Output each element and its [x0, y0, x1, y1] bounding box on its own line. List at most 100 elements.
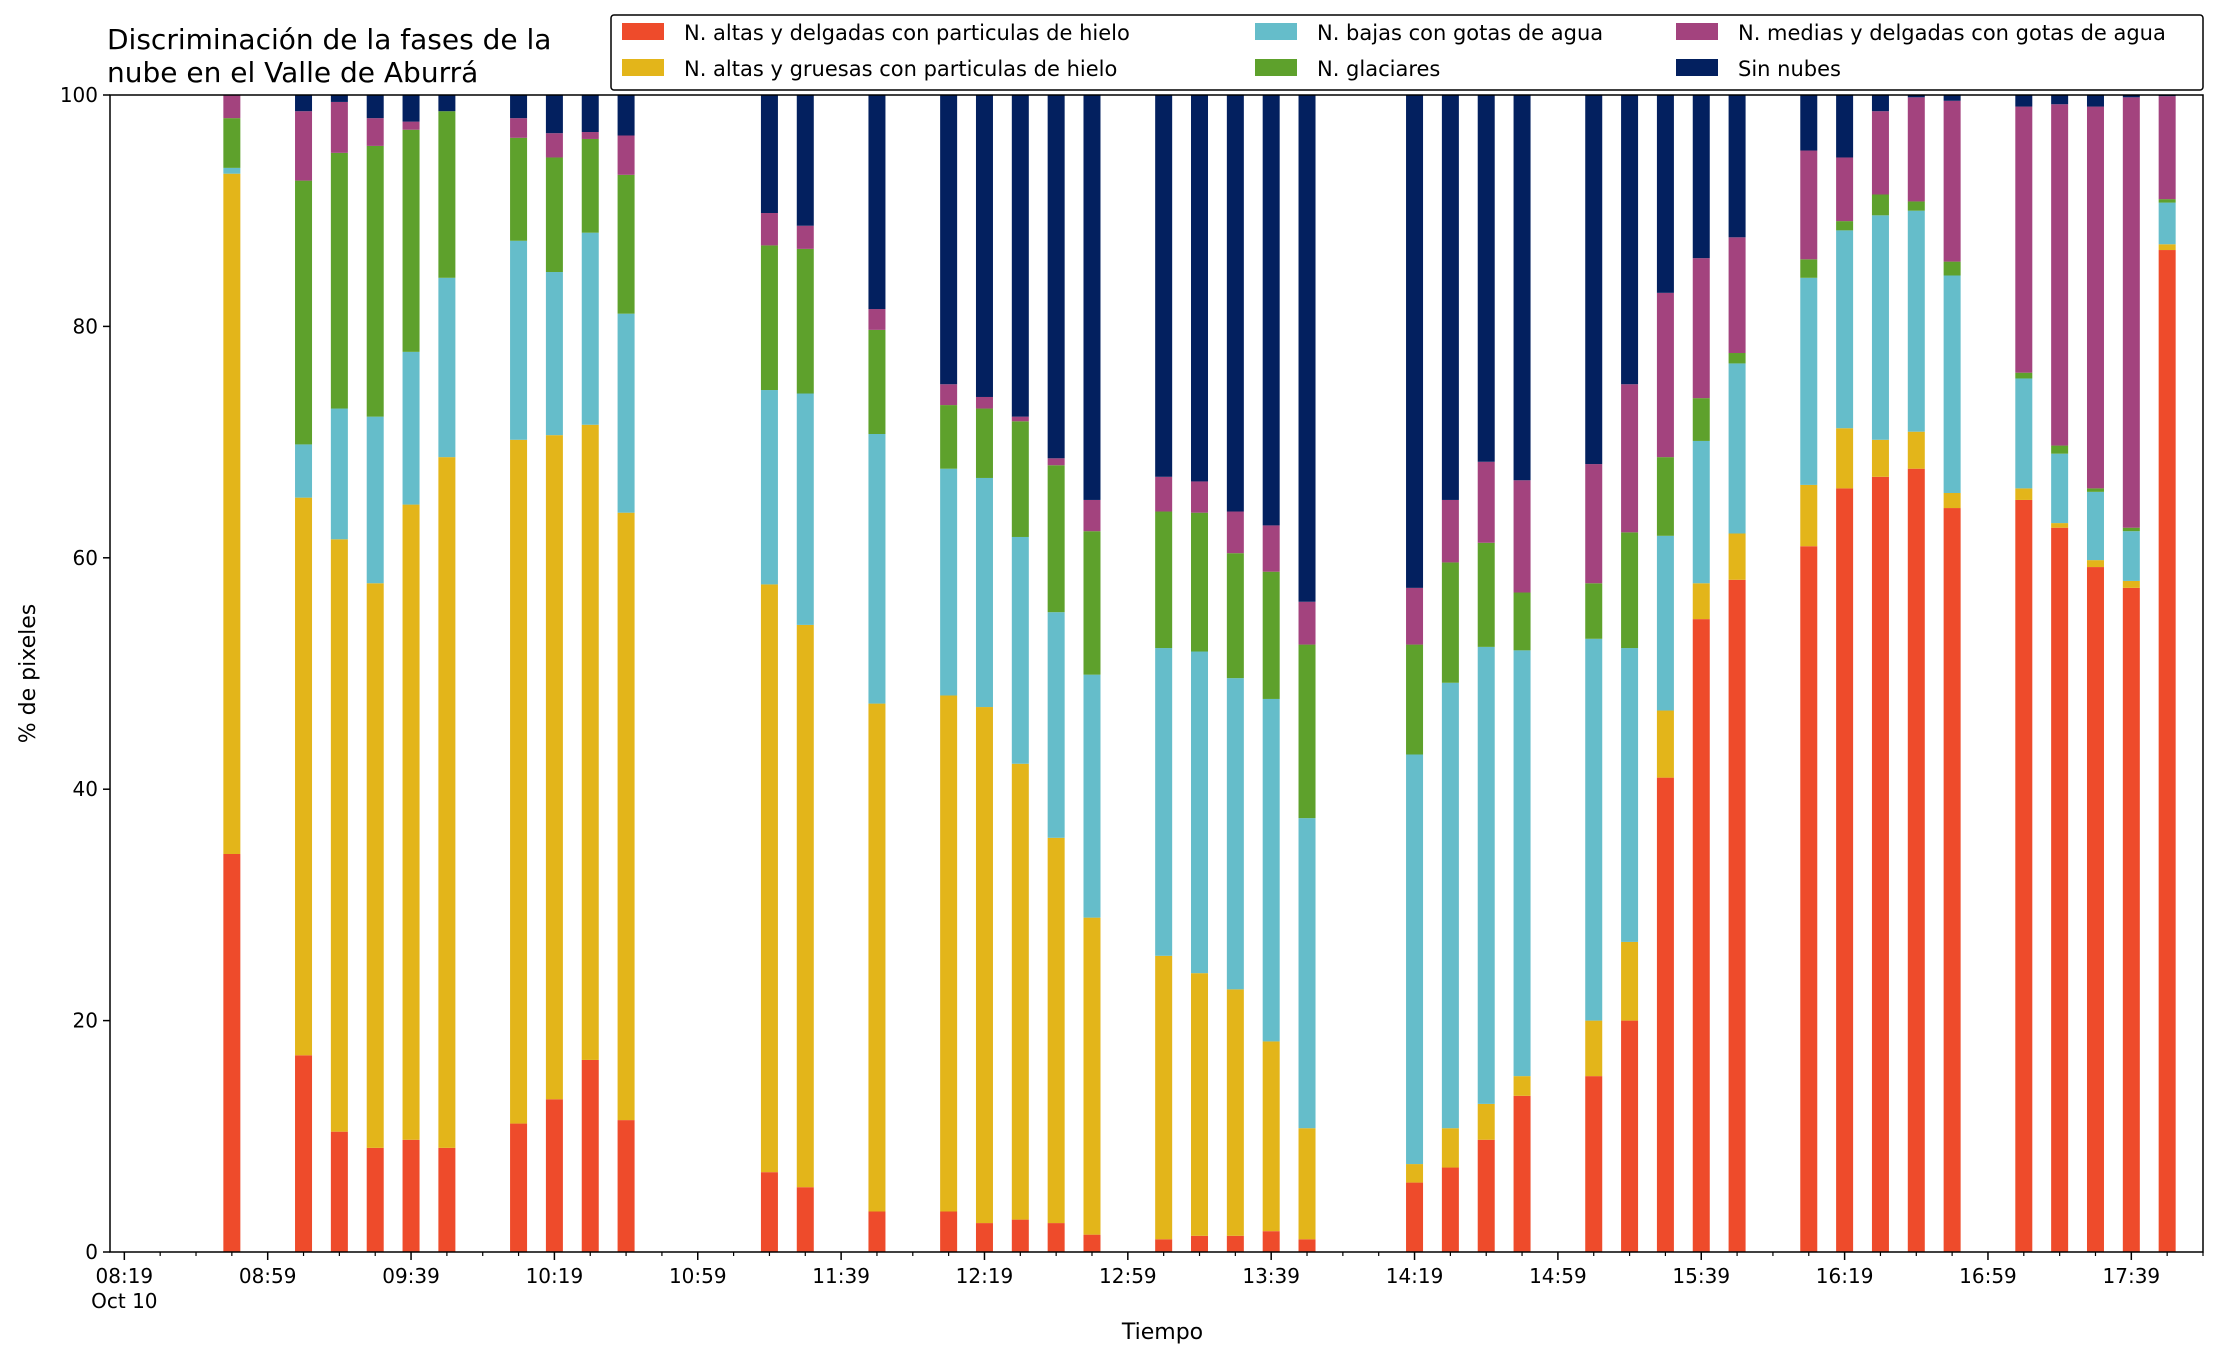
- bar-segment-2-27: [1585, 638, 1603, 1021]
- bar-segment-4-13: [940, 384, 958, 406]
- bar-segment-2-14: [975, 477, 993, 708]
- bar-segment-2-32: [1800, 277, 1818, 485]
- legend-swatch: [1676, 23, 1718, 40]
- bar-segment-3-22: [1298, 644, 1316, 819]
- bar-segment-5-25: [1477, 95, 1495, 462]
- bar-segment-3-30: [1692, 398, 1710, 441]
- bar-segment-0-14: [975, 1223, 993, 1252]
- x-tick-label: 17:39: [2103, 1264, 2161, 1288]
- bar-segment-4-40: [2122, 97, 2140, 528]
- bar-segment-3-5: [438, 111, 456, 278]
- bar-segment-3-19: [1191, 512, 1209, 652]
- bar-segment-2-11: [796, 393, 814, 625]
- bar-segment-1-15: [1011, 763, 1029, 1220]
- bar-segment-5-11: [796, 95, 814, 226]
- bar-segment-4-33: [1836, 157, 1854, 222]
- bar-segment-3-8: [581, 138, 599, 233]
- bar-segment-4-37: [2015, 106, 2033, 373]
- legend-box: [610, 14, 2204, 91]
- x-tick-label: 10:19: [526, 1264, 584, 1288]
- bar-segment-1-36: [1943, 493, 1961, 509]
- bar-segment-4-15: [1011, 416, 1029, 422]
- bar-segment-0-6: [510, 1123, 528, 1252]
- bar-segment-5-38: [2051, 95, 2069, 105]
- bar-segment-0-7: [545, 1099, 563, 1252]
- x-tick-label: 12:19: [956, 1264, 1014, 1288]
- bar-segment-5-24: [1441, 95, 1459, 500]
- bar-segment-4-26: [1513, 480, 1531, 593]
- bar-segment-2-4: [402, 351, 420, 505]
- y-tick-label: 0: [85, 1240, 98, 1264]
- bar-segment-5-3: [366, 95, 384, 119]
- bar-segment-3-27: [1585, 583, 1603, 639]
- bar-segment-2-16: [1047, 612, 1065, 838]
- bar-segment-0-29: [1656, 777, 1674, 1252]
- bar-segment-1-28: [1621, 941, 1639, 1021]
- bar-segment-5-21: [1262, 95, 1280, 526]
- bar-segment-4-3: [366, 118, 384, 146]
- bar-segment-1-34: [1871, 439, 1889, 477]
- bar-segment-2-29: [1656, 535, 1674, 711]
- bar-segment-5-5: [438, 95, 456, 112]
- bar-segment-1-6: [510, 439, 528, 1124]
- bar-segment-5-30: [1692, 95, 1710, 259]
- bar-segment-4-25: [1477, 461, 1495, 543]
- bar-segment-5-35: [1907, 95, 1925, 98]
- legend-swatch: [1676, 59, 1718, 76]
- bar-segment-0-25: [1477, 1139, 1495, 1252]
- bar-segment-4-0: [223, 95, 241, 119]
- y-tick-label: 40: [73, 777, 98, 801]
- bar-segment-5-12: [868, 95, 886, 310]
- bar-segment-3-12: [868, 329, 886, 435]
- bar-segment-0-9: [617, 1120, 635, 1252]
- bar-segment-0-3: [366, 1147, 384, 1252]
- bar-segment-0-17: [1083, 1234, 1101, 1252]
- bar-segment-3-24: [1441, 562, 1459, 683]
- bar-segment-0-0: [223, 853, 241, 1252]
- bar-segment-3-28: [1621, 532, 1639, 649]
- bar-segment-2-22: [1298, 818, 1316, 1129]
- bar-segment-3-15: [1011, 421, 1029, 537]
- bar-segment-1-26: [1513, 1076, 1531, 1096]
- bar-segment-0-2: [330, 1131, 348, 1252]
- bar-segment-4-11: [796, 225, 814, 249]
- bar-segment-4-35: [1907, 97, 1925, 202]
- bar-segment-1-37: [2015, 488, 2033, 500]
- bar-segment-2-36: [1943, 275, 1961, 494]
- x-tick-sublabel: Oct 10: [91, 1289, 157, 1313]
- bar-segment-2-34: [1871, 215, 1889, 440]
- bar-segment-2-19: [1191, 651, 1209, 974]
- x-tick-label: 09:39: [382, 1264, 440, 1288]
- y-axis-label: % de pixeles: [16, 604, 41, 743]
- bar-segment-0-19: [1191, 1235, 1209, 1252]
- bar-segment-4-19: [1191, 481, 1209, 513]
- bar-segment-0-26: [1513, 1095, 1531, 1252]
- bar-segment-1-4: [402, 504, 420, 1140]
- bar-segment-4-28: [1621, 384, 1639, 533]
- bar-segment-0-30: [1692, 619, 1710, 1252]
- bar-segment-2-26: [1513, 650, 1531, 1077]
- bar-segment-4-27: [1585, 464, 1603, 584]
- bar-segment-2-25: [1477, 646, 1495, 1104]
- bar-segment-1-22: [1298, 1128, 1316, 1240]
- bar-segment-3-7: [545, 157, 563, 273]
- bar-segment-4-23: [1406, 587, 1424, 645]
- bar-segment-4-2: [330, 101, 348, 153]
- bar-segment-3-39: [2086, 488, 2104, 492]
- bar-segment-2-38: [2051, 453, 2069, 524]
- bar-segment-2-12: [868, 434, 886, 704]
- bar-segment-4-7: [545, 133, 563, 158]
- bar-segment-1-20: [1226, 989, 1244, 1236]
- bar-segment-5-7: [545, 95, 563, 134]
- bar-segment-1-5: [438, 457, 456, 1148]
- bar-segment-5-18: [1155, 95, 1173, 477]
- bar-segment-0-18: [1155, 1239, 1173, 1252]
- x-tick-label: 12:59: [1099, 1264, 1157, 1288]
- bar-segment-0-1: [295, 1055, 313, 1252]
- bar-segment-2-21: [1262, 698, 1280, 1042]
- bar-segment-4-41: [2158, 96, 2176, 200]
- bar-segment-0-23: [1406, 1182, 1424, 1252]
- bar-segment-4-20: [1226, 511, 1244, 554]
- x-tick-label: 13:39: [1242, 1264, 1300, 1288]
- bar-segment-2-40: [2122, 531, 2140, 581]
